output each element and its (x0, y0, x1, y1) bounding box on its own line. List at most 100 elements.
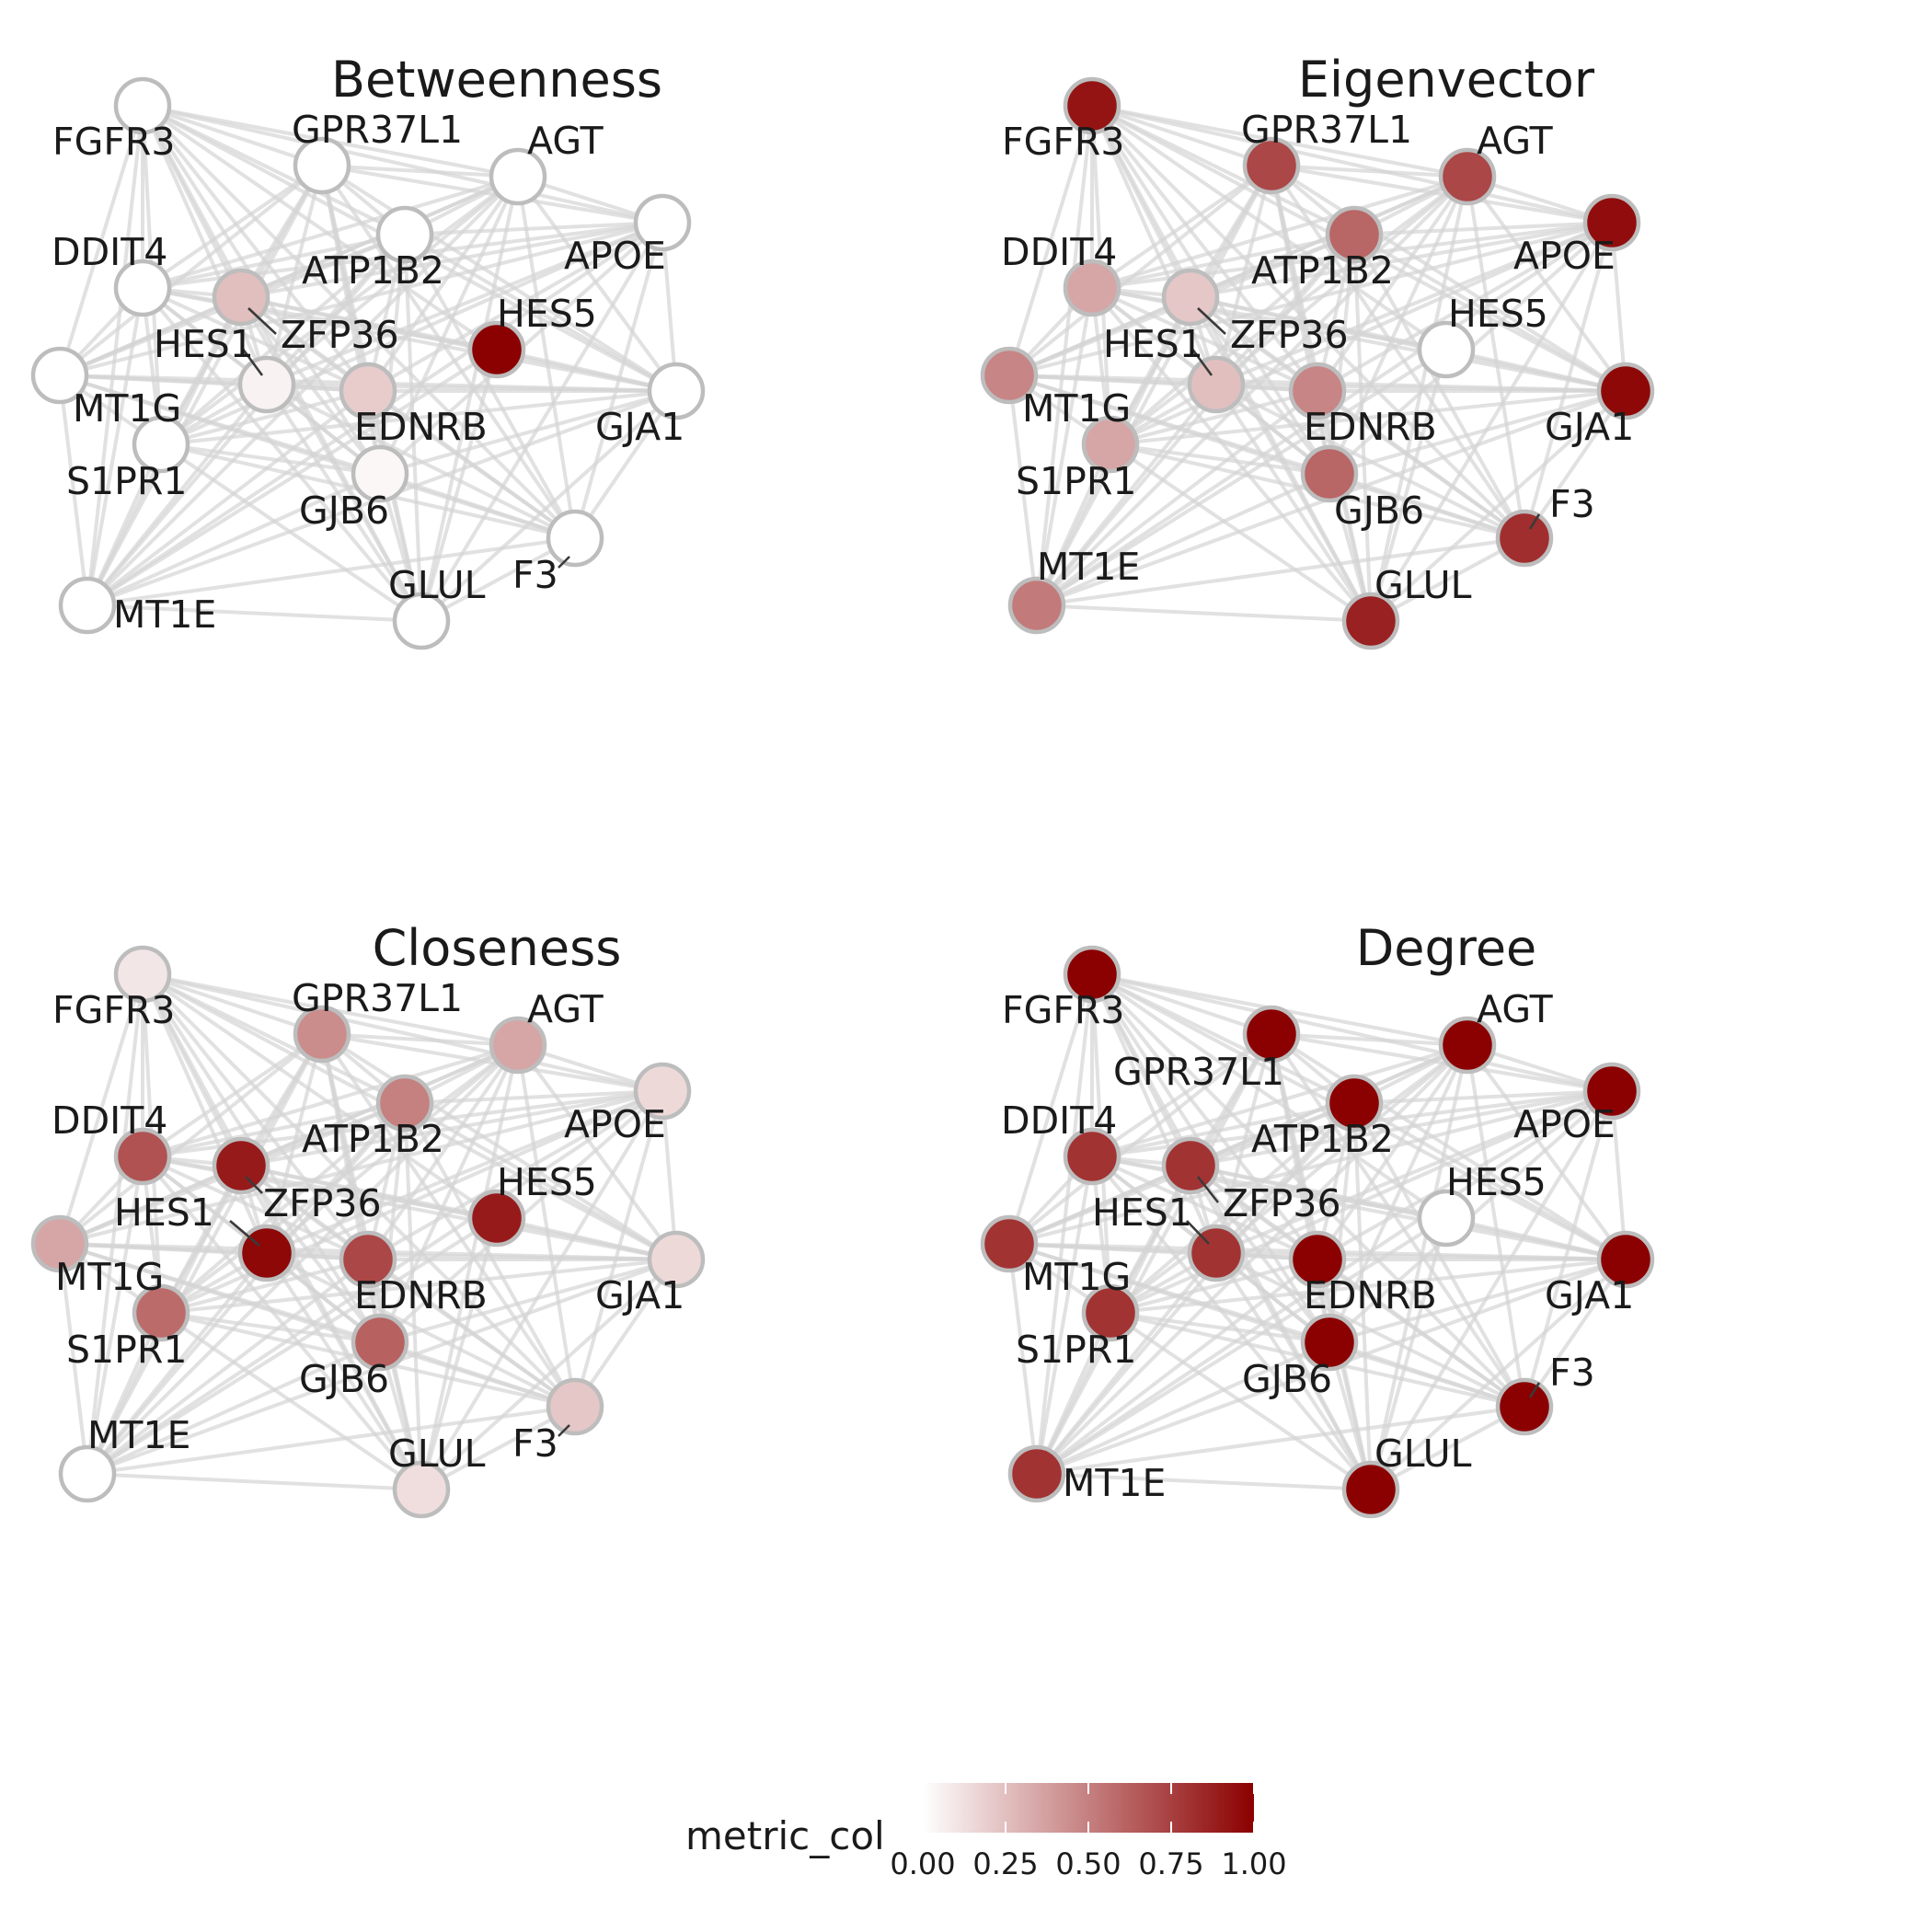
edge (86, 1472, 422, 1491)
node-label-apoe: APOE (564, 1102, 666, 1146)
edge (160, 389, 369, 446)
node-label-fgfr3: FGFR3 (1002, 988, 1125, 1032)
edge (1035, 105, 1094, 606)
edge (1091, 972, 1613, 1093)
edge (404, 221, 663, 236)
edge (320, 1032, 577, 1409)
node-gpr37l1 (1242, 136, 1301, 195)
edge (1317, 221, 1613, 393)
edge (141, 972, 370, 1261)
node-zfp36 (1161, 1136, 1220, 1195)
edge (404, 1089, 663, 1105)
edge (496, 1216, 677, 1261)
edge (1328, 472, 1525, 540)
node-agt (489, 1016, 547, 1075)
edge (86, 1033, 324, 1475)
label-leader (558, 1424, 570, 1437)
node-ednrb (1288, 1230, 1347, 1289)
edge (142, 972, 323, 1036)
edge (378, 176, 520, 475)
edge (142, 104, 323, 167)
node-gja1 (1596, 1230, 1655, 1289)
edge (86, 348, 499, 607)
edges (1007, 972, 1627, 1491)
edge (1215, 221, 1613, 386)
edge (1110, 443, 1330, 476)
node-gpr37l1 (293, 1005, 351, 1064)
edge (86, 973, 144, 1475)
edge (86, 105, 144, 606)
edge (1352, 1102, 1373, 1490)
edge (1353, 233, 1627, 393)
node-label-mt1e: MT1E (1037, 545, 1140, 589)
legend-title: metric_col (685, 1813, 885, 1858)
edge (1317, 1089, 1613, 1261)
node-label-gja1: GJA1 (1545, 405, 1634, 449)
panel-title: Betweenness (331, 51, 662, 109)
edge (1352, 234, 1373, 622)
node-fgfr3 (113, 945, 172, 1004)
edge (573, 1258, 678, 1409)
edge (86, 472, 381, 607)
node-label-apoe: APOE (1513, 1102, 1616, 1146)
edge (1215, 1089, 1613, 1255)
edge (1007, 105, 1094, 376)
edge (1110, 389, 1318, 446)
node-label-mt1e: MT1E (87, 1413, 190, 1457)
node-gja1 (1596, 362, 1655, 420)
edge (266, 1089, 663, 1255)
edge (1270, 164, 1526, 540)
edge (404, 233, 677, 393)
node-label-ednrb: EDNRB (1304, 405, 1437, 449)
node-mt1e (1007, 576, 1066, 635)
node-label-agt: AGT (1477, 119, 1554, 163)
edge (1036, 604, 1372, 623)
edge (516, 176, 577, 539)
edge (86, 383, 269, 607)
legend-tick-label: 1.00 (1221, 1846, 1286, 1881)
edge (1466, 176, 1526, 539)
edge (1109, 1101, 1356, 1315)
node-apoe (1582, 1062, 1641, 1121)
edge (1270, 1032, 1526, 1409)
edge (1036, 536, 1525, 607)
node-label-ddit4: DDIT4 (52, 1098, 167, 1143)
edge (86, 1340, 381, 1476)
node-label-f3: F3 (512, 1421, 558, 1466)
edge (142, 1043, 519, 1158)
node-label-hes5: HES5 (497, 1160, 597, 1204)
edge (1466, 1044, 1526, 1408)
label-leader (1197, 307, 1226, 335)
edge (1035, 443, 1112, 606)
edge (403, 1102, 423, 1490)
edge (516, 175, 678, 393)
edge (1035, 165, 1273, 606)
edge (403, 234, 423, 622)
node-mt1e (58, 1444, 117, 1503)
edge (1090, 104, 1448, 351)
panels: Betweenness FGFR3 GPR37L1 AGT APOE ATP1B2 DDIT… (30, 51, 1655, 1519)
node-hes1 (1187, 1224, 1246, 1282)
edge (142, 972, 663, 1093)
node-label-glul: GLUL (1374, 1432, 1472, 1476)
node-label-hes1: HES1 (1103, 322, 1203, 366)
edge (378, 1102, 407, 1343)
node-mt1e (58, 576, 117, 635)
node-f3 (546, 1377, 604, 1436)
edge (86, 1216, 499, 1476)
node-label-gja1: GJA1 (1545, 1273, 1634, 1317)
node-label-apoe: APOE (1513, 234, 1616, 278)
edge (1190, 295, 1447, 351)
nodes (980, 76, 1655, 650)
labels: FGFR3 GPR37L1 AGT APOE ATP1B2 DDIT4 ZFP36 HES5 H… (52, 108, 684, 637)
node-label-hes1: HES1 (114, 1190, 214, 1235)
edge (516, 1043, 678, 1261)
color-legend: metric_col 0.00 0.25 0.50 0.75 1.00 (685, 1783, 1287, 1881)
edge (1008, 1164, 1191, 1246)
node-label-gpr37l1: GPR37L1 (292, 976, 463, 1020)
node-label-zfp36: ZFP36 (1230, 313, 1349, 357)
node-hes1 (237, 355, 296, 414)
edge (420, 349, 499, 622)
node-hes5 (467, 1189, 526, 1248)
edge (86, 1405, 576, 1476)
